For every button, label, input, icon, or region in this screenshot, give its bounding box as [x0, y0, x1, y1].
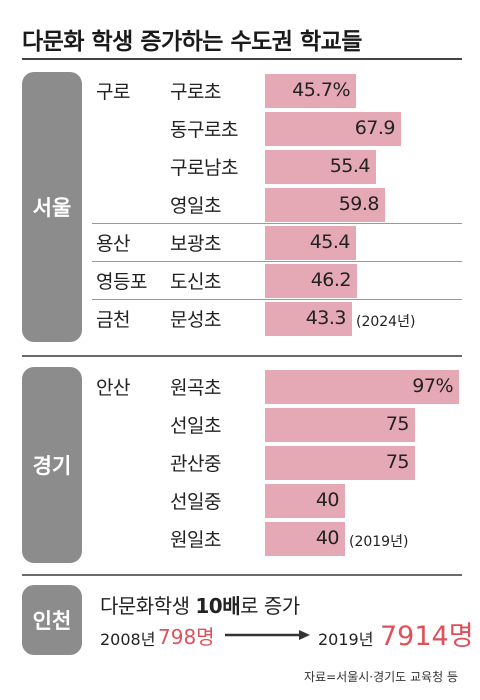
bar [265, 74, 356, 108]
region-label-gyeonggi: 경기 [22, 367, 82, 563]
section-divider [22, 355, 462, 357]
school-label: 관산중 [170, 453, 221, 475]
district-label: 영등포 [96, 271, 147, 293]
bar [265, 150, 376, 184]
bar [265, 484, 345, 518]
incheon-headline: 다문화학생 10배로 증가 [100, 590, 300, 619]
bar-value-label: 45.7% [292, 79, 350, 101]
page-title: 다문화 학생 증가하는 수도권 학교들 [22, 29, 362, 55]
bar-value-label: 55.4 [329, 155, 371, 177]
bar [265, 522, 345, 556]
source-note: 자료=서울시·경기도 교육청 등 [304, 670, 458, 684]
school-label: 도신초 [170, 271, 221, 293]
school-label: 보광초 [170, 233, 221, 255]
region-label-seoul: 서울 [22, 72, 82, 342]
incheon-from-year: 2008년 [100, 630, 156, 649]
district-separator [92, 261, 462, 262]
bar-value-label: 59.8 [338, 193, 380, 215]
school-label: 원일초 [170, 529, 221, 551]
school-label: 원곡초 [170, 377, 221, 399]
bar-value-label: 75 [385, 451, 410, 473]
title-rule [22, 58, 462, 60]
bar [265, 264, 357, 298]
school-label: 동구로초 [170, 119, 238, 141]
school-label: 선일중 [170, 491, 221, 513]
increase-arrow-icon [225, 630, 310, 640]
incheon-headline-bold: 10배 [195, 594, 241, 618]
school-label: 구로남초 [170, 157, 238, 179]
bar [265, 302, 352, 336]
bar [265, 446, 415, 480]
bar [265, 226, 356, 260]
region-label-incheon: 인천 [22, 585, 82, 655]
section-divider [22, 574, 462, 576]
bar-value-label: 40 [315, 489, 340, 511]
school-label: 구로초 [170, 81, 221, 103]
school-label: 선일초 [170, 415, 221, 437]
school-label: 영일초 [170, 195, 221, 217]
bar [265, 112, 401, 146]
district-label: 구로 [96, 81, 130, 103]
bar [265, 188, 385, 222]
bar [265, 370, 459, 404]
district-separator [92, 299, 462, 300]
school-label: 문성초 [170, 309, 221, 331]
bar-value-label: 45.4 [309, 231, 351, 253]
bar-value-label: 43.3 [305, 307, 347, 329]
bar-value-label: 46.2 [310, 269, 352, 291]
year-note: (2019년) [349, 534, 409, 550]
incheon-from-value: 798명 [158, 625, 215, 649]
district-label: 용산 [96, 233, 130, 255]
incheon-headline-pre: 다문화학생 [100, 594, 196, 618]
bar-value-label: 75 [385, 413, 410, 435]
bar-value-label: 40 [315, 527, 340, 549]
bar-value-label: 67.9 [354, 117, 396, 139]
bar [265, 408, 415, 442]
incheon-headline-post: 로 증가 [240, 594, 300, 618]
district-separator [92, 223, 462, 224]
district-label: 금천 [96, 309, 130, 331]
incheon-to-value: 7914명 [380, 621, 474, 652]
year-note: (2024년) [356, 314, 416, 330]
incheon-to-year: 2019년 [318, 630, 374, 649]
bar-value-label: 97% [412, 375, 453, 397]
district-label: 안산 [96, 377, 130, 399]
